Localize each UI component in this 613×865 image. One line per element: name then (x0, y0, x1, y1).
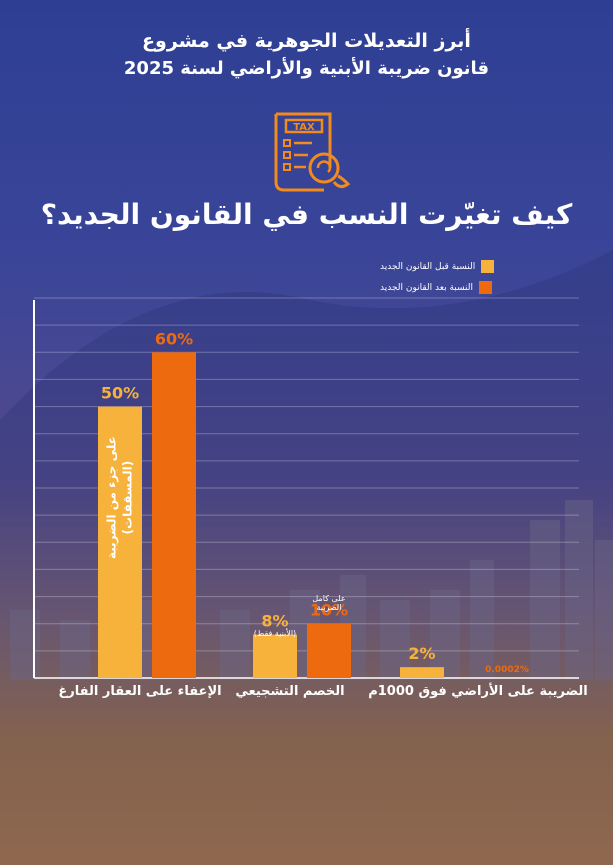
annotation-discount-after: على كامل الضريبة (312, 593, 346, 613)
legend-swatch-before (481, 260, 495, 273)
title-line-1: أبرز التعديلات الجوهرية في مشروع (142, 30, 471, 52)
legend-label-before: النسبة قبل القانون الجديد (380, 261, 476, 272)
annotation-exemption-before: على جزء من الضريبة (المسقفات) (104, 436, 134, 560)
value-label-discount-before: 8% (261, 612, 288, 631)
value-label-land-tax-before: 2% (408, 644, 435, 663)
legend-item-before: النسبة قبل القانون الجديد (380, 260, 495, 273)
bar-exemption-after (152, 352, 196, 678)
title-line-2: قانون ضريبة الأبنية والأراضي لسنة 2025 (123, 58, 490, 79)
chart-question-title: كيف تغيّرت النسب في القانون الجديد؟ (40, 198, 573, 231)
legend-item-after: النسبة بعد القانون الجديد (380, 281, 492, 294)
annotation-discount-before: (الأبنية فقط) (253, 628, 297, 638)
bar-discount-after (307, 623, 351, 678)
legend-label-after: النسبة بعد القانون الجديد (380, 282, 473, 293)
bar-discount-before (253, 634, 297, 678)
value-label-land-tax-after: 0.0002% (485, 665, 529, 675)
bar-land-tax-before (400, 667, 444, 678)
value-label-exemption-before: 50% (101, 384, 139, 403)
category-label-discount: الخصم التشجيعي (235, 684, 345, 699)
bar-exemption-before (98, 406, 142, 678)
legend-swatch-after (479, 281, 492, 294)
value-label-exemption-after: 60% (155, 329, 193, 348)
tax-document-icon: TAX (274, 112, 351, 192)
category-label-land-tax: الضريبة على الأراضي فوق 1000م (368, 684, 588, 699)
value-label-discount-after: 10% (310, 601, 348, 620)
category-label-exemption: الإعفاء على العقار الفارغ (58, 684, 222, 699)
svg-text:TAX: TAX (293, 122, 315, 133)
